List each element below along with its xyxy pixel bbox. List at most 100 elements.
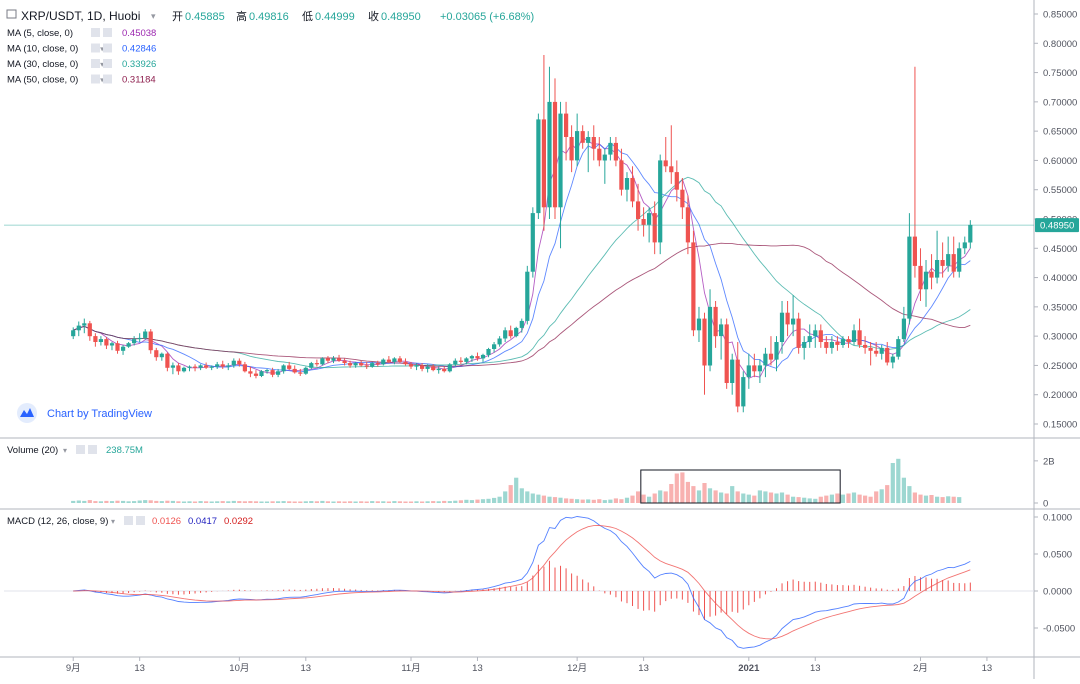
candle [126, 342, 131, 348]
candle [475, 352, 480, 361]
indicator-remove-icon[interactable] [103, 28, 112, 37]
volume-bar [935, 496, 940, 503]
macd-menu-chevron-icon[interactable]: ▾ [111, 517, 115, 526]
candle-body [137, 337, 142, 340]
candle-body [458, 360, 463, 362]
candle [143, 329, 148, 340]
collapse-legend-icon[interactable] [6, 9, 17, 19]
volume-bar [874, 491, 879, 503]
candle [198, 364, 203, 371]
price-axis-label: 0.70000 [1043, 97, 1077, 108]
volume-bar [680, 472, 685, 503]
candle [691, 230, 696, 337]
volume-settings-icon[interactable] [76, 445, 85, 454]
indicator-value: 0.42846 [122, 44, 156, 55]
macd-settings-icon[interactable] [124, 516, 133, 525]
indicator-settings-icon[interactable] [91, 28, 100, 37]
candle [774, 336, 779, 372]
ohlc-value-high: 0.49816 [249, 11, 289, 23]
candle [348, 360, 353, 368]
candle-body [364, 365, 369, 367]
candle-body [912, 236, 917, 266]
candle-body [220, 364, 225, 367]
candle [259, 370, 264, 378]
candle-body [453, 360, 458, 365]
candle-body [613, 142, 618, 161]
volume-bar [713, 490, 718, 503]
price-axis-label: 0.65000 [1043, 127, 1077, 138]
indicator-menu-chevron-icon[interactable]: ▾ [100, 76, 104, 85]
volume-bar [392, 501, 397, 503]
candle-body [336, 358, 342, 361]
indicator-label: MA (50, close, 0) [7, 75, 78, 86]
candle-body [835, 342, 840, 345]
candle [912, 66, 917, 278]
indicator-remove-icon[interactable] [103, 74, 112, 84]
volume-bar [851, 492, 857, 503]
candle-body [774, 342, 779, 360]
candle [397, 356, 402, 364]
volume-bar [957, 497, 962, 503]
candle [735, 342, 740, 413]
candle-body [397, 358, 402, 362]
indicator-menu-chevron-icon[interactable]: ▾ [100, 45, 104, 54]
candle [165, 352, 170, 372]
volume-bar [791, 496, 796, 503]
candle-body [215, 364, 220, 367]
candle-body [143, 331, 148, 338]
volume-remove-icon[interactable] [88, 445, 97, 454]
candle-body [840, 339, 845, 345]
candle [342, 358, 347, 366]
candle [796, 312, 801, 354]
macd-remove-icon[interactable] [136, 516, 145, 525]
candle [381, 358, 386, 366]
candle-body [730, 359, 735, 383]
time-axis-label: 13 [472, 663, 483, 674]
volume-bar [364, 501, 369, 503]
volume-bar [752, 495, 757, 503]
volume-bar [608, 499, 613, 503]
time-axis-label: 12月 [567, 663, 587, 674]
candle [791, 295, 796, 337]
candle [580, 125, 585, 149]
candle-body [580, 131, 585, 143]
candle [98, 336, 103, 346]
volume-bar [757, 490, 762, 503]
candle-body [951, 254, 956, 272]
candle [447, 363, 452, 373]
symbol-menu-chevron-icon[interactable]: ▾ [151, 11, 156, 21]
candle [558, 101, 563, 249]
candle-body [536, 119, 541, 214]
volume-bar [602, 500, 607, 503]
indicator-settings-icon[interactable] [91, 59, 100, 68]
time-axis-label: 9月 [66, 663, 81, 674]
candle-body [386, 359, 391, 362]
candle-body [497, 338, 502, 345]
volume-bar [658, 490, 663, 503]
candle [591, 125, 596, 161]
volume-bar [530, 493, 535, 503]
candle-body [187, 366, 192, 368]
indicator-remove-icon[interactable] [103, 59, 112, 68]
indicator-menu-chevron-icon[interactable]: ▾ [100, 60, 104, 69]
candle-body [353, 363, 358, 366]
volume-bar [264, 501, 270, 503]
volume-bar [863, 495, 868, 503]
candle [608, 137, 613, 161]
indicator-settings-icon[interactable] [91, 74, 100, 84]
candle [863, 336, 868, 354]
price-axis-label: 0.20000 [1043, 390, 1077, 401]
volume-bar [580, 499, 585, 503]
candle-body [746, 365, 751, 378]
volume-menu-chevron-icon[interactable]: ▾ [63, 446, 67, 455]
candle [242, 361, 247, 373]
candle [951, 236, 956, 278]
candle-body [658, 160, 663, 243]
indicator-remove-icon[interactable] [103, 43, 112, 53]
candle [253, 370, 259, 379]
volume-bar [813, 498, 818, 503]
indicator-settings-icon[interactable] [91, 43, 100, 53]
candle-body [165, 353, 170, 368]
candle [824, 336, 829, 354]
